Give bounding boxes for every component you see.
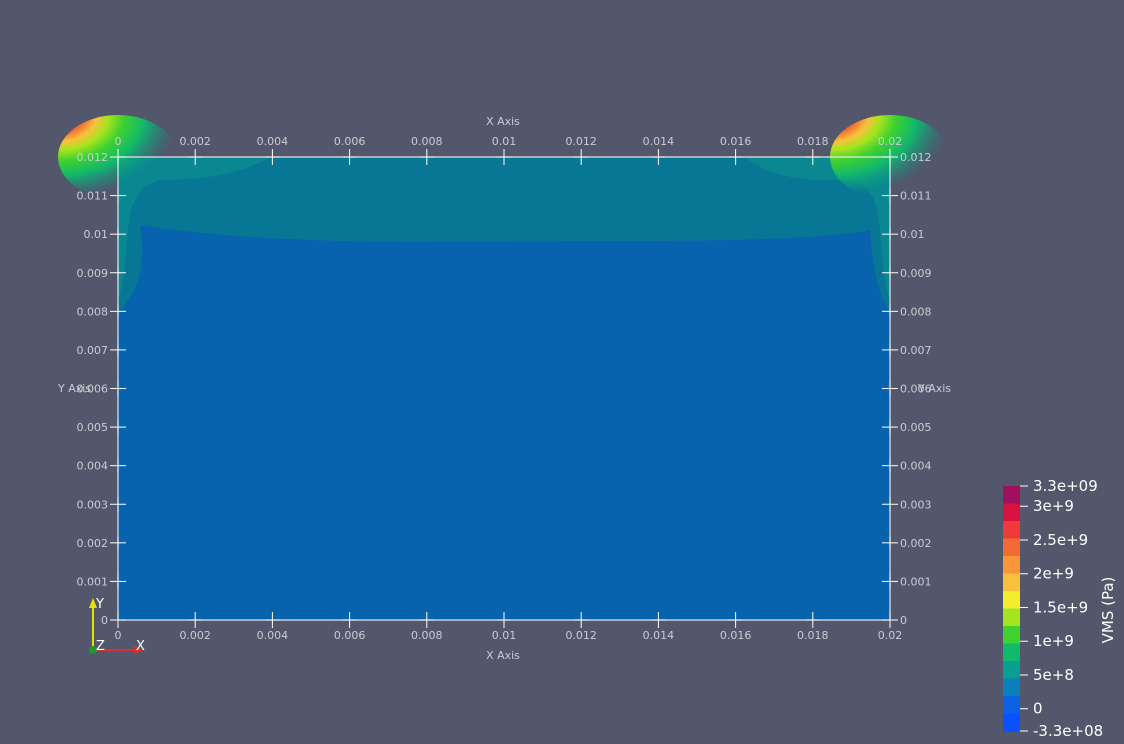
x-tick-label-top: 0.006 — [334, 135, 366, 148]
y-tick-label-right: 0.003 — [900, 498, 932, 511]
y-tick-label-left: 0.009 — [77, 267, 109, 280]
y-tick-label-left: 0.005 — [77, 421, 109, 434]
orientation-x-label: X — [136, 639, 145, 654]
orientation-y-label: Y — [95, 597, 104, 612]
x-tick-label-bottom: 0.01 — [492, 629, 517, 642]
color-legend-label: 1e+9 — [1033, 632, 1074, 650]
orientation-axes-widget[interactable]: Y X Z — [89, 597, 145, 654]
y-tick-label-left: 0.012 — [77, 151, 109, 164]
y-tick-label-left: 0.004 — [77, 460, 109, 473]
y-tick-label-right: 0.012 — [900, 151, 932, 164]
orientation-y-arrow-icon — [89, 598, 97, 608]
x-tick-label-bottom: 0 — [115, 629, 122, 642]
color-legend-swatch — [1003, 573, 1020, 592]
orientation-x-arrow-icon — [134, 646, 144, 654]
orientation-z-axis-dot — [89, 646, 97, 654]
y-tick-label-left: 0.007 — [77, 344, 109, 357]
x-tick-label-top: 0.002 — [179, 135, 211, 148]
y-tick-label-right: 0 — [900, 614, 907, 627]
color-legend[interactable]: 3.3e+09 3e+9 2.5e+9 2e+9 1.5e+9 1e+9 5e+8 0 -3.3… — [1003, 477, 1103, 740]
x-tick-label-top: 0.02 — [878, 135, 903, 148]
color-legend-swatch — [1003, 626, 1020, 644]
color-legend-label: 3.3e+09 — [1033, 477, 1098, 495]
color-legend-label: 5e+8 — [1033, 666, 1074, 684]
color-legend-swatch — [1003, 608, 1020, 627]
color-legend-title: VMS (Pa) — [1099, 577, 1117, 644]
x-tick-label-bottom: 0.016 — [720, 629, 752, 642]
y-tick-label-left: 0.01 — [84, 228, 109, 241]
x-tick-label-top: 0.008 — [411, 135, 443, 148]
color-legend-swatch — [1003, 486, 1020, 504]
y-tick-label-right: 0.004 — [900, 460, 932, 473]
x-tick-label-bottom: 0.006 — [334, 629, 366, 642]
color-legend-swatch — [1003, 643, 1020, 662]
y-tick-label-left: 0.002 — [77, 537, 109, 550]
x-tick-label-bottom: 0.014 — [643, 629, 675, 642]
x-tick-label-bottom: 0.002 — [179, 629, 211, 642]
y-tick-label-right: 0.002 — [900, 537, 932, 550]
x-tick-label-top: 0.004 — [257, 135, 289, 148]
orientation-z-label: Z — [96, 639, 105, 654]
y-tick-label-right: 0.005 — [900, 421, 932, 434]
y-tick-label-left: 0.001 — [77, 575, 109, 588]
y-tick-label-right: 0.011 — [900, 190, 932, 203]
color-legend-label: 2e+9 — [1033, 565, 1074, 583]
y-tick-label-right: 0.007 — [900, 344, 932, 357]
y-tick-label-right: 0.009 — [900, 267, 932, 280]
y-tick-label-left: 0.008 — [77, 305, 109, 318]
y-tick-label-left: 0.011 — [77, 190, 109, 203]
color-legend-swatch — [1003, 521, 1020, 539]
y-tick-label-left: 0 — [101, 614, 108, 627]
color-legend-label: 3e+9 — [1033, 497, 1074, 515]
color-legend-swatch — [1003, 538, 1020, 557]
contour-plot — [58, 115, 950, 621]
y-tick-label-right: 0.008 — [900, 305, 932, 318]
color-legend-swatch — [1003, 503, 1020, 522]
color-legend-label: -3.3e+08 — [1033, 722, 1103, 740]
color-legend-swatch — [1003, 696, 1020, 714]
x-tick-label-bottom: 0.008 — [411, 629, 443, 642]
y-tick-label-left: 0.003 — [77, 498, 109, 511]
color-legend-swatch — [1003, 556, 1020, 574]
x-tick-label-top: 0.018 — [797, 135, 829, 148]
x-tick-label-bottom: 0.018 — [797, 629, 829, 642]
x-tick-label-top: 0 — [115, 135, 122, 148]
y-tick-label-left: 0.006 — [77, 383, 109, 396]
x-tick-label-top: 0.01 — [492, 135, 517, 148]
color-legend-swatch — [1003, 713, 1020, 732]
color-legend-swatch — [1003, 678, 1020, 697]
x-tick-label-top: 0.012 — [565, 135, 597, 148]
y-tick-label-right: 0.001 — [900, 575, 932, 588]
color-legend-label: 1.5e+9 — [1033, 598, 1088, 616]
x-tick-label-bottom: 0.012 — [565, 629, 597, 642]
color-legend-swatch — [1003, 661, 1020, 679]
y-tick-label-right: 0.006 — [900, 383, 932, 396]
color-legend-label: 2.5e+9 — [1033, 531, 1088, 549]
x-tick-label-top: 0.014 — [643, 135, 675, 148]
upper-stress-band — [118, 157, 890, 312]
x-axis-title-top: X Axis — [486, 115, 520, 128]
axes-grid-annotations: 000.0020.0020.0040.0040.0060.0060.0080.0… — [77, 135, 932, 642]
x-tick-label-bottom: 0.02 — [878, 629, 903, 642]
x-tick-label-bottom: 0.004 — [257, 629, 289, 642]
x-tick-label-top: 0.016 — [720, 135, 752, 148]
y-tick-label-right: 0.01 — [900, 228, 925, 241]
color-legend-label: 0 — [1033, 700, 1043, 718]
x-axis-title-bottom: X Axis — [486, 649, 520, 662]
y-axis-title-left: Y Axis — [57, 382, 91, 395]
y-axis-title-right: Y Axis — [917, 382, 951, 395]
color-legend-swatch — [1003, 591, 1020, 609]
